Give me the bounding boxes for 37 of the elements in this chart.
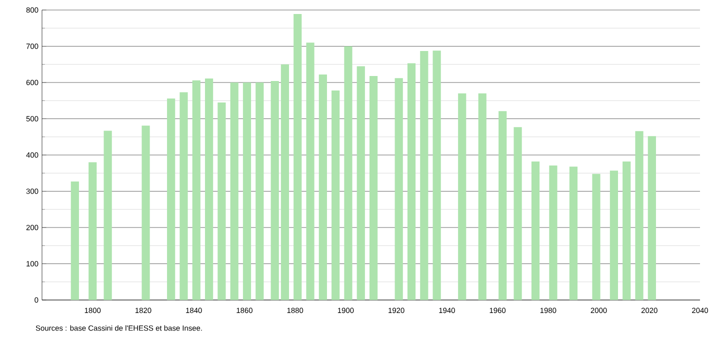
bar bbox=[318, 74, 327, 300]
bar bbox=[204, 78, 214, 300]
bar bbox=[420, 50, 428, 300]
bar bbox=[569, 166, 578, 300]
bar bbox=[432, 50, 441, 300]
bar bbox=[369, 76, 378, 300]
bar bbox=[180, 92, 188, 300]
bar bbox=[280, 64, 290, 300]
bar bbox=[648, 136, 656, 300]
bar bbox=[270, 81, 279, 300]
bar bbox=[622, 162, 631, 300]
bar bbox=[230, 82, 238, 300]
bar bbox=[167, 98, 176, 300]
bar bbox=[242, 82, 252, 300]
bar bbox=[356, 66, 365, 300]
bar bbox=[256, 82, 264, 300]
bar bbox=[192, 80, 200, 300]
bar bbox=[407, 63, 416, 300]
bar bbox=[498, 111, 507, 300]
bar bbox=[592, 174, 600, 300]
bar bbox=[218, 102, 226, 300]
bar bbox=[142, 126, 150, 300]
bar bbox=[458, 93, 466, 300]
bar bbox=[514, 127, 522, 300]
bar bbox=[531, 162, 540, 300]
bar bbox=[88, 162, 97, 300]
bar bbox=[306, 42, 314, 300]
bar bbox=[104, 130, 112, 300]
bar bbox=[394, 78, 403, 300]
bar bbox=[294, 14, 302, 300]
bar bbox=[549, 166, 558, 300]
bar bbox=[478, 93, 486, 300]
bar bbox=[635, 131, 644, 300]
bar bbox=[344, 46, 352, 300]
bar bbox=[70, 181, 79, 300]
bar bbox=[332, 90, 340, 300]
bar bbox=[610, 170, 618, 300]
